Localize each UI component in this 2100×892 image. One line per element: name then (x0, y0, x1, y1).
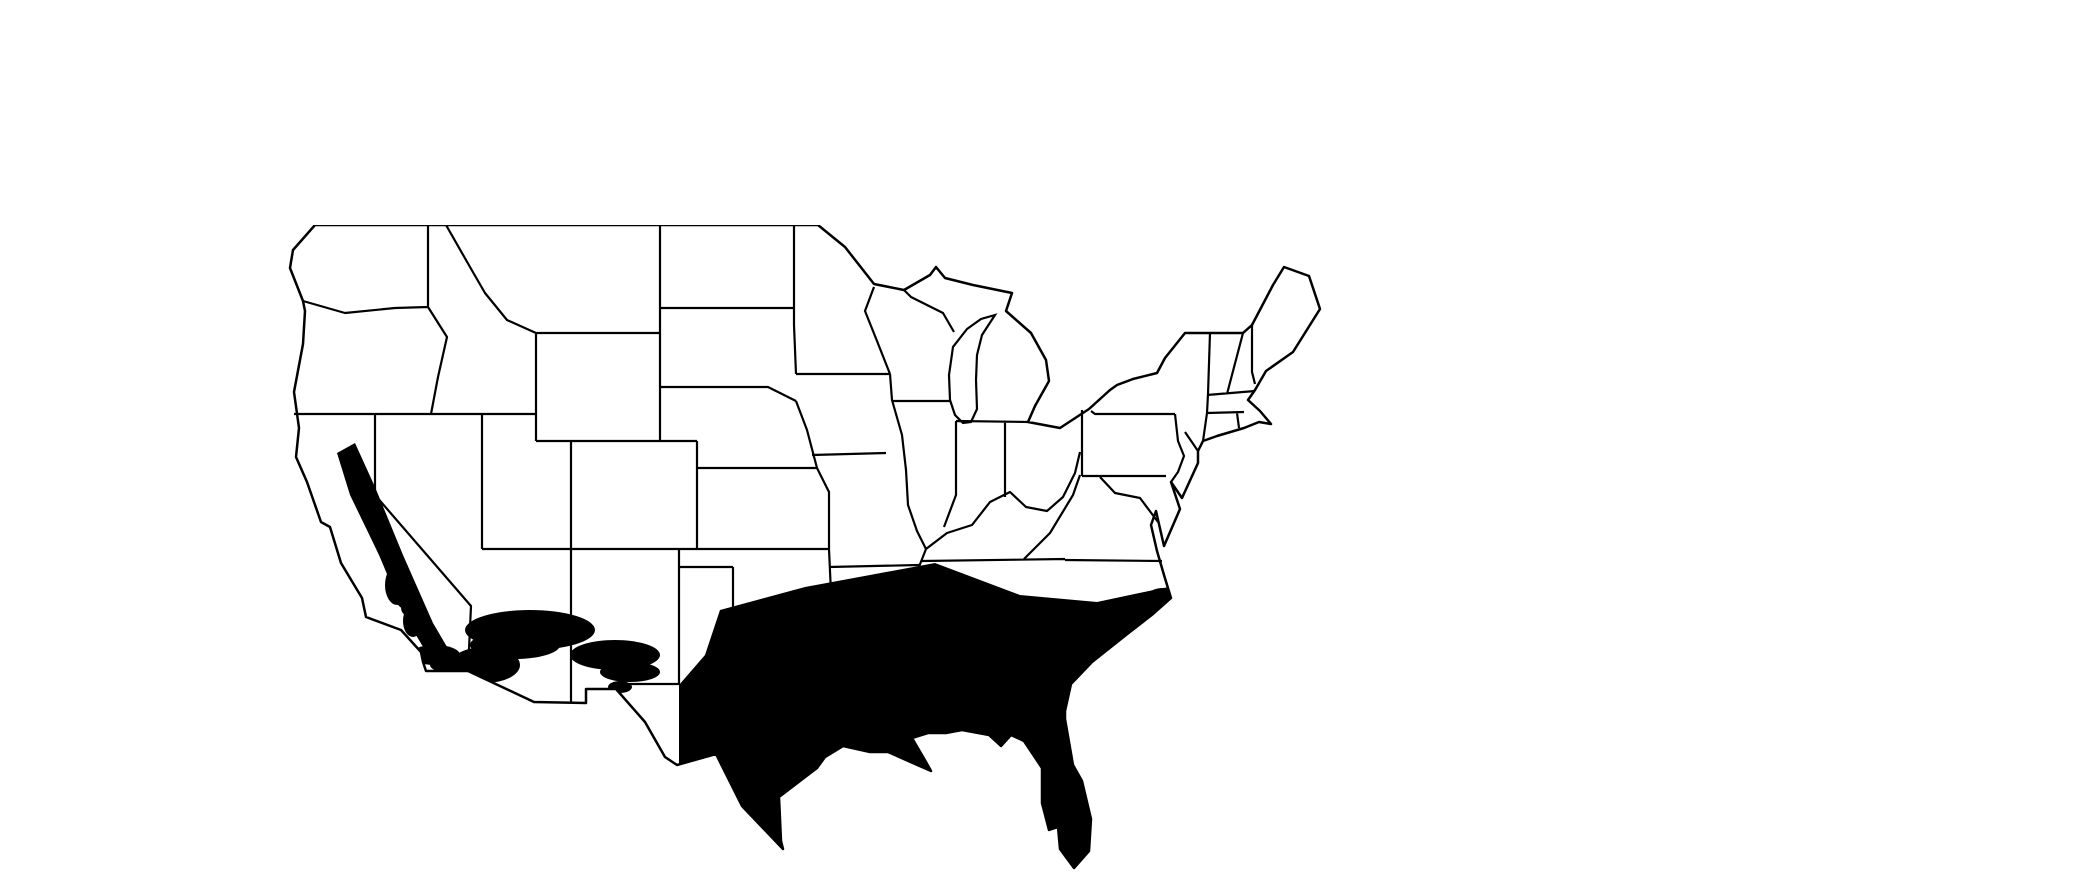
title-block (0, 18, 1795, 40)
lake-michigan (947, 313, 998, 425)
map-region (1069, 871, 1085, 879)
map-region (1149, 588, 1177, 602)
map-region (870, 703, 940, 723)
map-region (1062, 784, 1078, 836)
map-region (800, 688, 850, 706)
us-map (288, 225, 1322, 879)
map-region (600, 662, 660, 682)
state-borders (294, 225, 1257, 747)
map-region (401, 599, 411, 615)
map-region (463, 655, 485, 667)
map-region (345, 457, 437, 651)
map-region (608, 681, 632, 693)
